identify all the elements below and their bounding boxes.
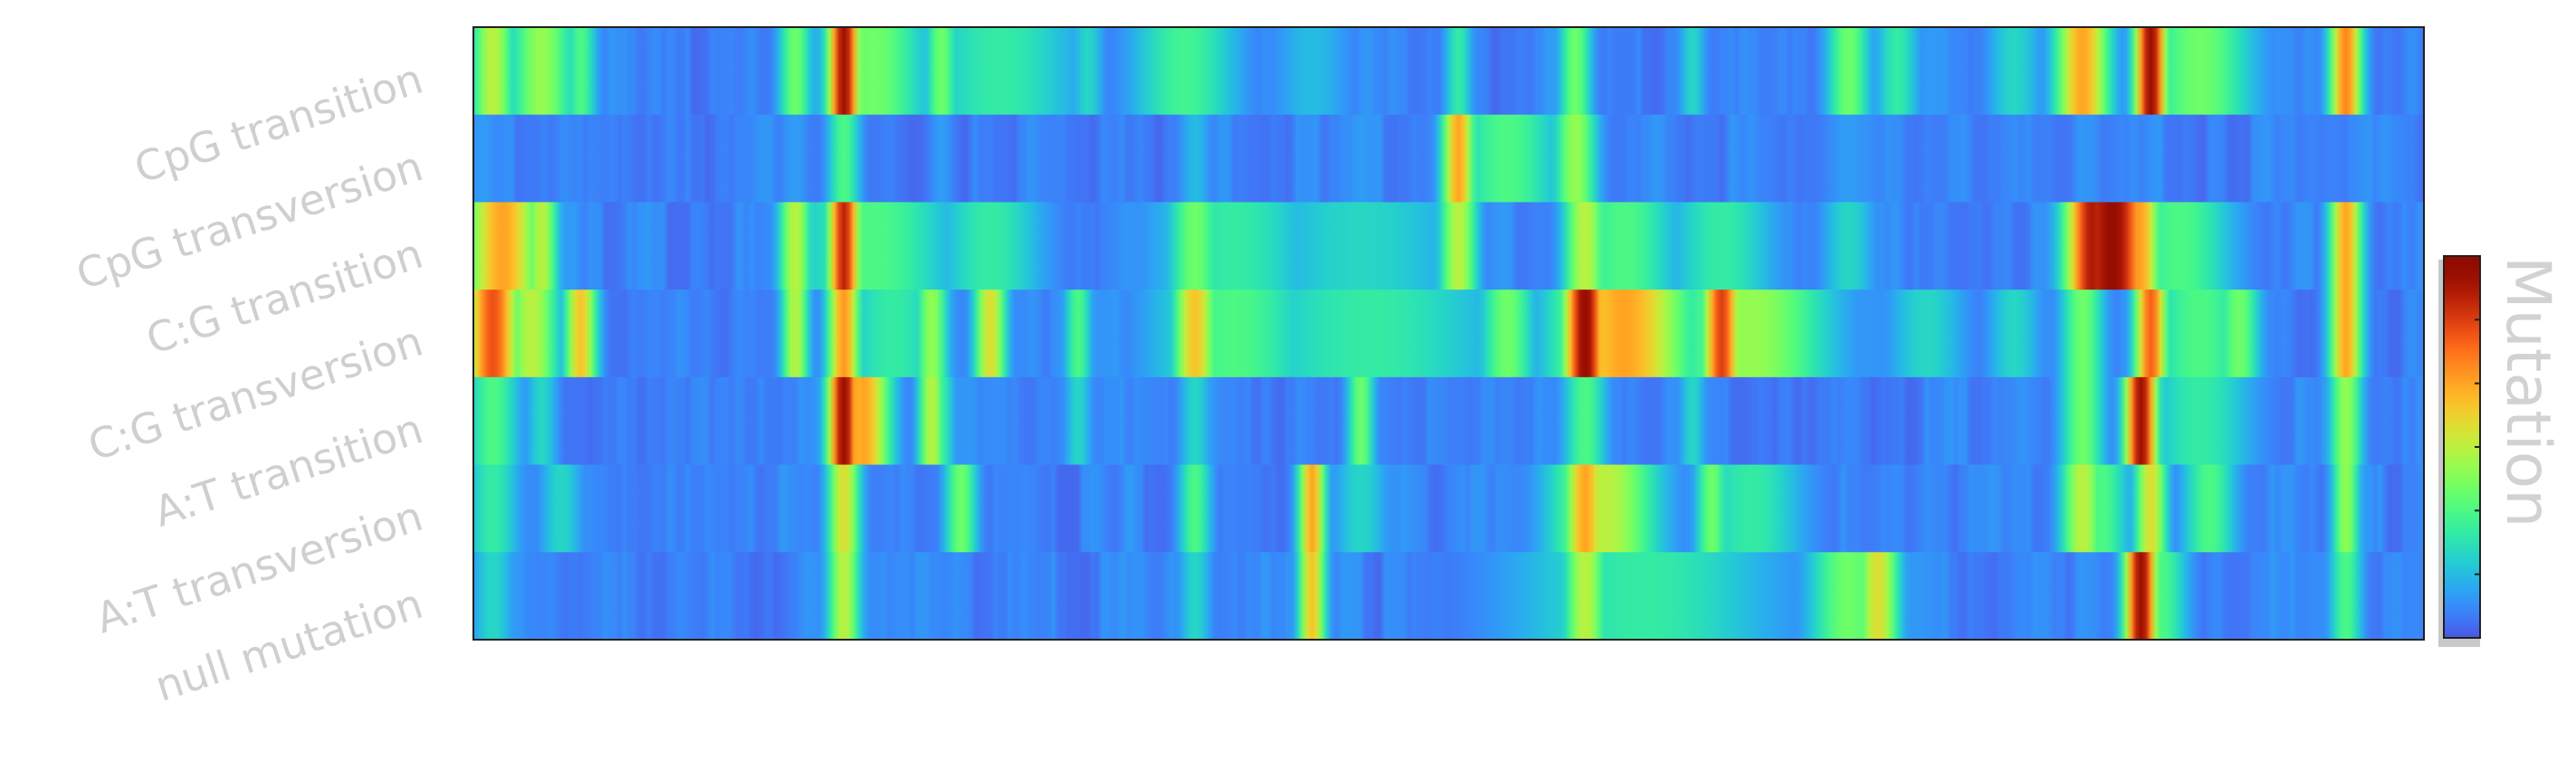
heatmap-row-1 xyxy=(473,114,2424,204)
colorbar-ticks xyxy=(2475,318,2480,575)
heatmap-row-2 xyxy=(473,202,2424,290)
heatmap-row-6 xyxy=(473,552,2424,641)
heatmap-row-0 xyxy=(473,27,2424,116)
colorbar-label: Mutation xyxy=(2492,256,2563,527)
heatmap-border xyxy=(472,26,2425,641)
heatmap-row-3 xyxy=(473,290,2424,378)
heatmap-row-5 xyxy=(473,464,2424,553)
colorbar: Mutation xyxy=(2438,255,2563,647)
heatmap-rows xyxy=(473,27,2424,641)
heatmap-row-4 xyxy=(473,376,2424,466)
